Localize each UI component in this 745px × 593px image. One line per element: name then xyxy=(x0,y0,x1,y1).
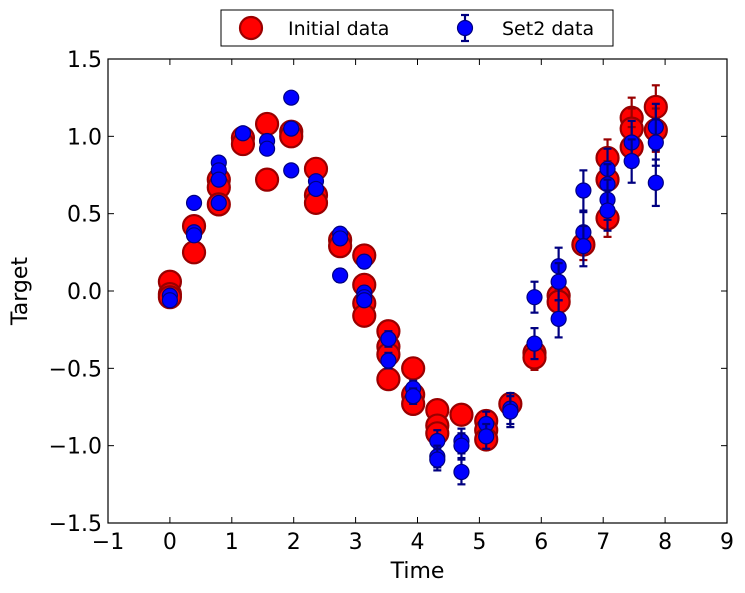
legend-label: Set2 data xyxy=(502,18,594,40)
x-tick-label: 4 xyxy=(411,530,425,555)
x-tick-label: 1 xyxy=(225,530,239,555)
data-point xyxy=(550,310,567,327)
x-tick-label: 5 xyxy=(472,530,486,555)
data-point xyxy=(185,194,203,211)
data-series xyxy=(157,84,668,486)
data-point xyxy=(161,292,178,309)
data-point xyxy=(307,180,325,198)
x-tick-label: 7 xyxy=(596,530,610,555)
data-point xyxy=(623,152,640,170)
y-tick-label: 0.0 xyxy=(67,280,102,305)
data-point xyxy=(283,89,300,106)
legend-item-set2-data: Set2 data xyxy=(456,13,594,43)
data-point xyxy=(380,352,397,369)
data-point xyxy=(376,367,401,392)
series-set2-data xyxy=(161,89,664,486)
x-tick-label: −1 xyxy=(92,530,124,555)
data-point xyxy=(181,240,207,265)
x-tick-label: 8 xyxy=(658,530,672,555)
data-point xyxy=(254,111,280,137)
data-point xyxy=(234,125,252,142)
legend-items: Initial data Set2 data xyxy=(238,13,594,43)
legend-marker xyxy=(238,15,264,41)
data-point xyxy=(429,451,446,468)
y-tick-label: 0.5 xyxy=(67,203,102,228)
data-point xyxy=(185,227,203,244)
data-point xyxy=(478,428,495,445)
x-axis-title: Time xyxy=(390,559,445,584)
data-point xyxy=(647,174,664,191)
legend-item-initial-data: Initial data xyxy=(238,15,389,41)
legend-box xyxy=(220,9,614,47)
data-point xyxy=(526,289,543,306)
legend-label: Initial data xyxy=(288,18,389,40)
data-point xyxy=(502,403,519,420)
data-point xyxy=(356,292,373,309)
y-axis-title: Target xyxy=(8,257,33,326)
data-point xyxy=(254,167,280,192)
data-point xyxy=(599,202,616,219)
axis-ticks: −1 0 1 2 3 4 5 6 7 8 9 −1.5 −1.0 −0.5 0.0 0.5 1.0 1.5 xyxy=(49,48,734,555)
y-tick-label: 1.5 xyxy=(67,48,102,73)
data-point xyxy=(332,230,349,247)
data-point xyxy=(210,171,227,188)
data-point xyxy=(453,463,470,481)
data-point xyxy=(210,194,227,211)
data-point xyxy=(647,134,664,151)
data-point xyxy=(526,335,543,352)
data-point xyxy=(332,267,349,284)
data-point xyxy=(575,238,592,255)
data-point xyxy=(356,253,373,270)
y-tick-label: 1.0 xyxy=(67,125,102,150)
data-point xyxy=(283,120,300,137)
data-point xyxy=(258,140,276,157)
data-point xyxy=(380,330,397,348)
y-tick-label: −1.5 xyxy=(49,512,102,537)
data-point xyxy=(453,437,470,454)
y-tick-label: −1.0 xyxy=(49,435,102,460)
x-tick-label: 9 xyxy=(720,530,734,555)
data-point xyxy=(401,356,426,381)
x-tick-label: 2 xyxy=(287,530,301,555)
data-point xyxy=(550,273,567,290)
x-tick-label: 0 xyxy=(163,530,177,555)
legend: Initial data Set2 data xyxy=(220,9,614,47)
y-tick-label: −0.5 xyxy=(49,357,102,382)
x-tick-label: 3 xyxy=(349,530,363,555)
data-point xyxy=(575,182,592,199)
data-point xyxy=(283,162,300,179)
data-point xyxy=(449,402,474,427)
data-point xyxy=(405,388,422,405)
x-tick-label: 6 xyxy=(534,530,548,555)
legend-marker xyxy=(456,19,474,37)
